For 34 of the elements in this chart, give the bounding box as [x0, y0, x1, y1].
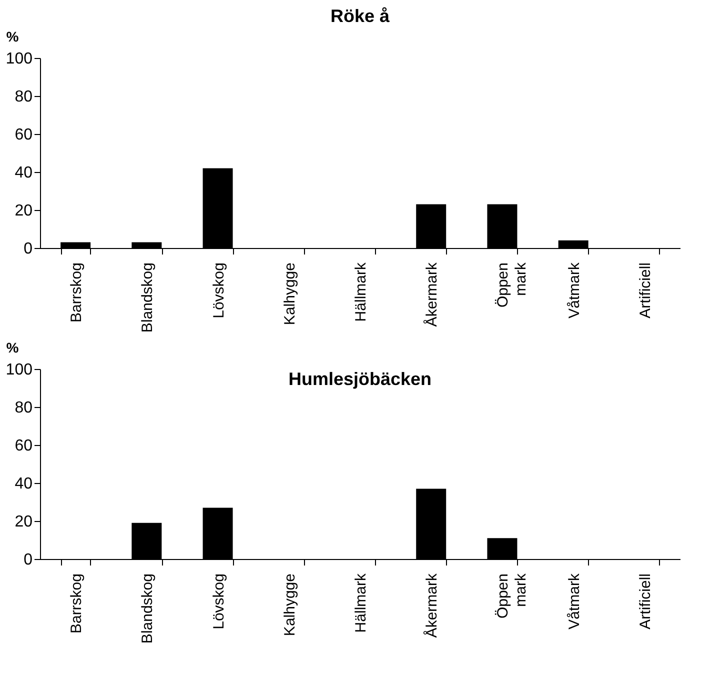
x-tick-label: Lövskog: [210, 262, 228, 318]
y-tick-label: 20: [14, 514, 33, 530]
x-tick-label: Våtmark: [566, 573, 583, 630]
x-tick-label: Kalhygge: [281, 574, 298, 636]
x-tick-label: Åkermark: [422, 573, 441, 638]
y-tick-label: 0: [24, 552, 33, 568]
x-tick-label: Artificiell: [636, 574, 654, 630]
x-tick-label: Hällmark: [352, 262, 370, 322]
x-tick-label: Åkermark: [422, 262, 441, 327]
y-axis-title: %: [6, 340, 20, 356]
y-tick-label: 80: [14, 400, 33, 416]
x-tick-label: Barrskog: [68, 262, 86, 323]
y-tick-label: 40: [14, 476, 33, 492]
y-tick-label: 100: [6, 362, 33, 378]
x-tick-label: Blandskog: [139, 574, 156, 644]
x-tick-label: Barrskog: [68, 574, 86, 634]
chart-title: Röke å: [330, 6, 390, 26]
y-tick-label: 60: [14, 438, 33, 454]
y-tick-label: 20: [14, 202, 33, 220]
y-tick-label: 60: [14, 126, 33, 144]
x-tick-label: Hällmark: [352, 573, 370, 633]
x-tick-label: Kalhygge: [281, 262, 298, 326]
y-axis-title: %: [6, 28, 20, 44]
x-tick-label: Öppen mark: [494, 573, 530, 619]
y-tick-label: 40: [14, 164, 33, 182]
y-tick-label: 100: [6, 50, 33, 68]
chart-title: Humlesjöbäcken: [288, 369, 432, 389]
y-tick-label: 80: [14, 88, 33, 106]
x-tick-label: Blandskog: [139, 262, 156, 333]
x-tick-label: Lövskog: [210, 574, 228, 630]
x-tick-label: Våtmark: [566, 262, 583, 318]
y-tick-label: 0: [24, 240, 33, 258]
x-tick-label: Öppen mark: [494, 262, 530, 308]
x-tick-label: Artificiell: [636, 262, 654, 318]
